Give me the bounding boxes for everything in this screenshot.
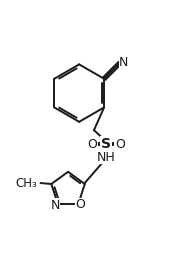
Text: N: N <box>51 199 60 212</box>
Text: O: O <box>115 138 125 150</box>
Text: NH: NH <box>97 150 115 163</box>
Text: S: S <box>101 137 111 151</box>
Text: O: O <box>87 138 97 150</box>
Text: CH₃: CH₃ <box>15 177 37 190</box>
Text: O: O <box>76 198 86 211</box>
Text: N: N <box>119 56 129 69</box>
